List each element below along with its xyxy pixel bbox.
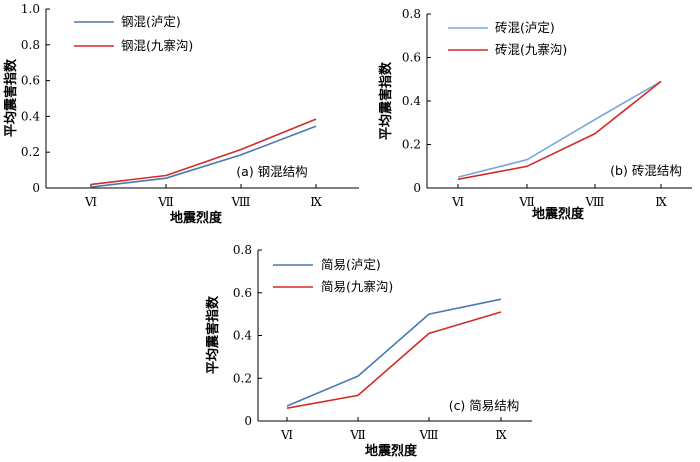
x-tick-label: Ⅷ: [585, 195, 605, 209]
series-line-luding: [457, 80, 662, 178]
x-tick-label: Ⅸ: [310, 195, 322, 209]
x-tick-label: Ⅵ: [280, 428, 293, 442]
panel-caption: (b) 砖混结构: [610, 163, 682, 178]
legend-label: 简易(九寨沟): [321, 279, 393, 294]
y-tick-label: 0.6: [21, 74, 40, 88]
y-tick-label: 0: [413, 181, 421, 195]
y-tick-label: 0.4: [402, 94, 421, 108]
legend: 砖混(泸定) 砖混(九寨沟): [448, 20, 567, 57]
x-tick-label: Ⅸ: [495, 428, 507, 442]
x-tick-label: Ⅷ: [231, 195, 251, 209]
x-tick-group: Ⅵ Ⅶ Ⅷ Ⅸ: [280, 417, 507, 442]
x-tick-label: Ⅵ: [84, 195, 97, 209]
y-axis-label: 平均震害指数: [3, 58, 19, 137]
legend-label: 砖混(九寨沟): [495, 42, 567, 57]
series-line-jiuzhaigou: [286, 311, 502, 409]
series-group: [457, 80, 662, 181]
y-tick-label: 0.4: [233, 329, 252, 343]
y-tick-group: 0 0.2 0.4 0.6 0.8: [233, 243, 262, 428]
x-tick-label: Ⅵ: [451, 195, 464, 209]
chart-panel-a: 0 0.2 0.4 0.6 0.8 1.0 Ⅵ Ⅶ Ⅷ Ⅸ 钢混(泸定) 钢混(九寨沟) 平均震…: [3, 2, 359, 226]
y-tick-label: 0.8: [233, 243, 252, 257]
chart-panel-c: 0 0.2 0.4 0.6 0.8 Ⅵ Ⅶ Ⅷ Ⅸ 简易(泸定) 简易(九寨沟) 平均震害指数…: [205, 243, 532, 459]
series-group: [90, 118, 317, 188]
legend: 钢混(泸定) 钢混(九寨沟): [74, 14, 193, 53]
legend-label: 简易(泸定): [321, 257, 381, 272]
y-tick-label: 0.8: [21, 38, 40, 52]
y-tick-label: 0.6: [402, 51, 421, 65]
y-tick-label: 0: [244, 414, 252, 428]
series-line-luding: [286, 298, 502, 407]
y-tick-label: 0.2: [233, 371, 252, 385]
chart-panel-b: 0 0.2 0.4 0.6 0.8 Ⅵ Ⅶ Ⅷ Ⅸ 砖混(泸定) 砖混(九寨沟) 平均震害指数…: [378, 7, 692, 222]
y-tick-group: 0 0.2 0.4 0.6 0.8 1.0: [21, 2, 50, 195]
x-tick-label: Ⅸ: [655, 195, 667, 209]
series-line-jiuzhaigou: [90, 118, 317, 186]
y-tick-label: 0.2: [21, 145, 40, 159]
x-tick-label: Ⅶ: [518, 195, 535, 209]
x-tick-label: Ⅷ: [419, 428, 439, 442]
x-axis-label: 地震烈度: [365, 443, 418, 459]
legend-label: 钢混(九寨沟): [121, 38, 193, 53]
y-tick-group: 0 0.2 0.4 0.6 0.8: [402, 7, 431, 195]
series-line-luding: [90, 125, 317, 188]
legend-label: 砖混(泸定): [495, 20, 555, 35]
x-tick-group: Ⅵ Ⅶ Ⅷ Ⅸ: [451, 184, 667, 209]
y-tick-label: 1.0: [21, 2, 40, 16]
y-tick-label: 0.8: [402, 7, 421, 21]
x-axis-label: 地震烈度: [532, 206, 585, 222]
y-tick-label: 0.4: [21, 109, 40, 123]
legend-label: 钢混(泸定): [121, 14, 181, 29]
series-line-jiuzhaigou: [457, 80, 662, 181]
y-tick-label: 0: [32, 181, 40, 195]
y-tick-label: 0.6: [233, 286, 252, 300]
x-tick-label: Ⅶ: [349, 428, 366, 442]
x-tick-group: Ⅵ Ⅶ Ⅷ Ⅸ: [84, 184, 322, 209]
series-group: [286, 298, 502, 409]
y-tick-label: 0.2: [402, 138, 421, 152]
x-tick-label: Ⅶ: [157, 195, 174, 209]
x-axis-label: 地震烈度: [170, 210, 223, 226]
y-axis-label: 平均震害指数: [205, 295, 221, 374]
panel-caption: (a) 钢混结构: [236, 164, 307, 179]
legend: 简易(泸定) 简易(九寨沟): [273, 257, 393, 294]
y-axis-label: 平均震害指数: [378, 61, 394, 140]
panel-caption: (c) 简易结构: [449, 398, 520, 413]
